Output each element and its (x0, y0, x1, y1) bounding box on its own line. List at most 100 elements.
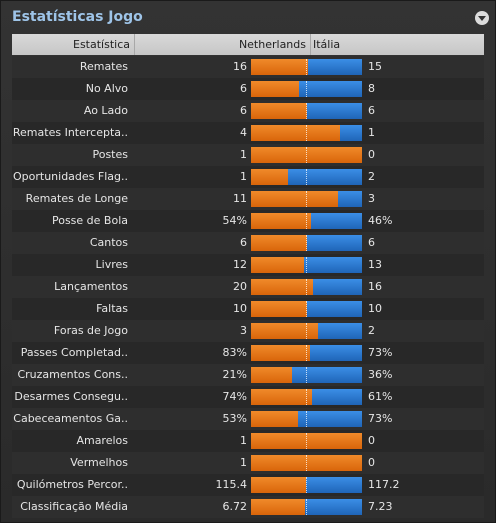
stat-label: Passes Completad.. (20, 346, 128, 359)
comparison-bar (251, 477, 362, 493)
away-value: 3 (368, 192, 375, 205)
home-bar-segment (251, 279, 313, 295)
center-divider (306, 125, 307, 141)
column-header-away-team[interactable]: Itália (313, 38, 341, 51)
home-bar-segment (251, 125, 340, 141)
center-divider (306, 191, 307, 207)
home-value: 54% (222, 214, 247, 227)
table-row: Classificação Média 6.72 7.23 (12, 496, 484, 518)
home-bar-segment (251, 389, 312, 405)
home-value: 20 (233, 280, 247, 293)
home-value: 74% (222, 390, 247, 403)
comparison-bar (251, 367, 362, 383)
away-bar-segment (305, 499, 362, 515)
home-value: 83% (222, 346, 247, 359)
home-value: 1 (240, 456, 247, 469)
table-row: Amarelos 1 0 (12, 430, 484, 452)
stat-label: Lançamentos (54, 280, 128, 293)
column-header-stat[interactable]: Estatística (12, 34, 135, 55)
home-bar-segment (251, 213, 311, 229)
stats-table: Estatística Netherlands Itália Remates 16… (12, 34, 484, 518)
stat-label: Ao Lado (83, 104, 128, 117)
away-bar-segment (310, 345, 362, 361)
stat-label: Desarmes Consegu.. (14, 390, 128, 403)
away-value: 8 (368, 82, 375, 95)
home-bar-segment (251, 191, 338, 207)
stat-label: Oportunidades Flag.. (12, 170, 128, 183)
table-row: Lançamentos 20 16 (12, 276, 484, 298)
center-divider (306, 301, 307, 317)
home-value: 1 (240, 434, 247, 447)
table-row: Foras de Jogo 3 2 (12, 320, 484, 342)
center-divider (306, 103, 307, 119)
away-value: 15 (368, 60, 382, 73)
table-row: Remates de Longe 11 3 (12, 188, 484, 210)
away-bar-segment (318, 323, 362, 339)
away-value: 7.23 (368, 500, 393, 513)
away-value: 36% (368, 368, 393, 381)
table-row: Postes 1 0 (12, 144, 484, 166)
stat-label: Cantos (89, 236, 128, 249)
home-bar-segment (251, 81, 299, 97)
table-row: Ao Lado 6 6 (12, 100, 484, 122)
center-divider (306, 433, 307, 449)
home-value: 21% (222, 368, 247, 381)
away-value: 61% (368, 390, 393, 403)
away-value: 16 (368, 280, 382, 293)
home-value: 1 (240, 170, 247, 183)
home-bar-segment (251, 59, 308, 75)
table-row: Cantos 6 6 (12, 232, 484, 254)
table-row: Desarmes Consegu.. 74% 61% (12, 386, 484, 408)
away-value: 2 (368, 170, 375, 183)
center-divider (306, 169, 307, 185)
column-header-home-team[interactable]: Netherlands (134, 34, 311, 55)
stat-label: Posse de Bola (51, 214, 128, 227)
stat-label: Faltas (96, 302, 128, 315)
home-value: 6.72 (222, 500, 248, 513)
stat-label: Cruzamentos Cons.. (17, 368, 128, 381)
away-bar-segment (313, 279, 362, 295)
panel-title: Estatísticas Jogo (12, 9, 143, 25)
home-value: 6 (240, 82, 247, 95)
center-divider (306, 81, 307, 97)
dropdown-icon[interactable] (475, 11, 489, 25)
stat-label: Cabeceamentos Ga.. (13, 412, 128, 425)
stat-label: Classificação Média (20, 500, 128, 513)
away-bar-segment (299, 81, 362, 97)
away-bar-segment (340, 125, 362, 141)
center-divider (306, 235, 307, 251)
center-divider (306, 213, 307, 229)
home-value: 6 (240, 236, 247, 249)
comparison-bar (251, 433, 362, 449)
center-divider (306, 477, 307, 493)
away-value: 46% (368, 214, 393, 227)
comparison-bar (251, 455, 362, 471)
center-divider (306, 279, 307, 295)
center-divider (306, 455, 307, 471)
home-value: 16 (233, 60, 247, 73)
comparison-bar (251, 301, 362, 317)
away-value: 73% (368, 346, 393, 359)
stat-label: Livres (95, 258, 128, 271)
home-bar-segment (251, 345, 310, 361)
center-divider (306, 59, 307, 75)
table-row: Posse de Bola 54% 46% (12, 210, 484, 232)
home-value: 12 (233, 258, 247, 271)
stat-label: Postes (92, 148, 128, 161)
home-bar-segment (251, 103, 307, 119)
away-value: 10 (368, 302, 382, 315)
home-bar-segment (251, 411, 298, 427)
away-bar-segment (298, 411, 362, 427)
home-value: 6 (240, 104, 247, 117)
comparison-bar (251, 213, 362, 229)
comparison-bar (251, 389, 362, 405)
away-bar-segment (307, 301, 362, 317)
table-row: Faltas 10 10 (12, 298, 484, 320)
center-divider (306, 345, 307, 361)
home-bar-segment (251, 477, 306, 493)
away-value: 117.2 (368, 478, 400, 491)
away-bar-segment (304, 257, 362, 273)
stat-label: Amarelos (76, 434, 128, 447)
stat-label: No Alvo (85, 82, 128, 95)
